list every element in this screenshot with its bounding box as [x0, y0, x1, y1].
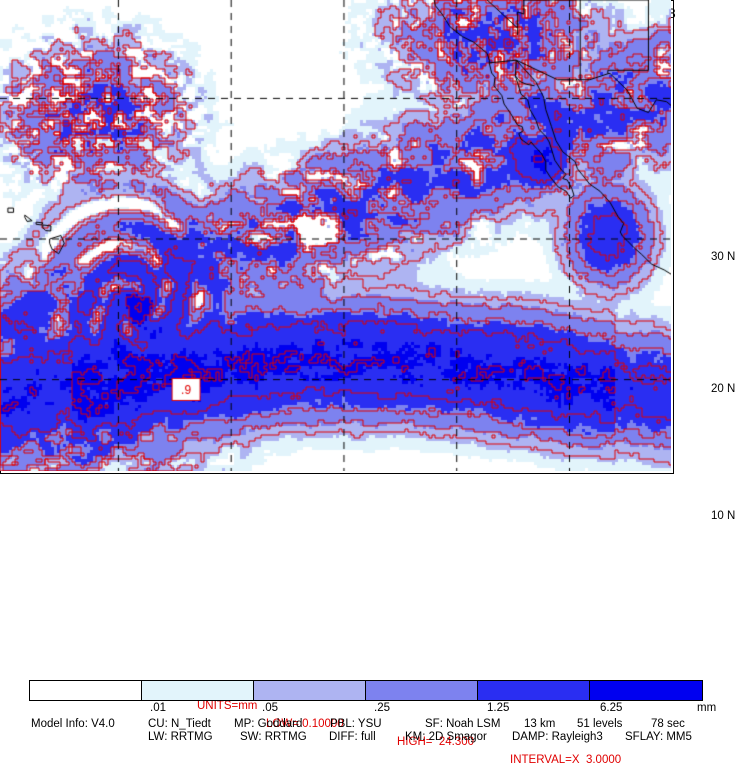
model-info-item: SFLAY: MM5 [625, 731, 692, 743]
lat-tick-30-N: 30 N [711, 251, 736, 263]
model-info-item: DIFF: full [329, 731, 376, 743]
lat-tick-10-N: 10 N [711, 510, 736, 522]
weather-field-canvas [0, 0, 671, 471]
model-info-item: 13 km [524, 718, 556, 730]
model-info-item: KM: 2D Smagor [405, 731, 487, 743]
model-info-item: LW: RRTMG [148, 731, 213, 743]
model-info-row-1: Model Info: V4.0 CU: N_Tiedt MP: Goddard PB… [0, 718, 740, 732]
colorbar-segment-5 [590, 681, 702, 700]
contour-info-line: CONTOURS: UNITS=mm LOW= 0.10000 HIGH= 24… [0, 664, 740, 766]
colorbar-tick-0: .01 [150, 702, 166, 714]
model-info-item: 78 sec [651, 718, 685, 730]
colorbar[interactable] [29, 680, 703, 701]
colorbar-tick-4: 6.25 [600, 702, 623, 714]
colorbar-segment-1 [142, 681, 254, 700]
colorbar-tick-1: .05 [262, 702, 278, 714]
model-info-item: CU: N_Tiedt [148, 718, 211, 730]
model-info-row-2: LW: RRTMG SW: RRTMG DIFF: full KM: 2D Smago… [0, 731, 740, 745]
colorbar-segment-2 [254, 681, 366, 700]
interval-label: INTERVAL=X 3.0000 [510, 754, 622, 766]
colorbar-tick-3: 1.25 [487, 702, 510, 714]
map-plot-area[interactable] [0, 0, 674, 474]
model-info-item: SW: RRTMG [240, 731, 307, 743]
colorbar-tick-2: .25 [374, 702, 390, 714]
model-info-item: 51 levels [577, 718, 623, 730]
model-info-item: MP: Goddard [234, 718, 303, 730]
model-info-item: SF: Noah LSM [425, 718, 501, 730]
model-info-item: Model Info: V4.0 [31, 718, 115, 730]
model-info-item: PBL: YSU [330, 718, 382, 730]
colorbar-segment-4 [478, 681, 590, 700]
units-label: UNITS=mm [197, 700, 258, 712]
colorbar-segment-0 [30, 681, 142, 700]
model-info-item: DAMP: Rayleigh3 [512, 731, 603, 743]
colorbar-segment-3 [366, 681, 478, 700]
low-value-label: LOW= 0.10000 [266, 718, 344, 730]
colorbar-unit-label: mm [697, 702, 717, 714]
lat-tick-20-N: 20 N [711, 383, 736, 395]
